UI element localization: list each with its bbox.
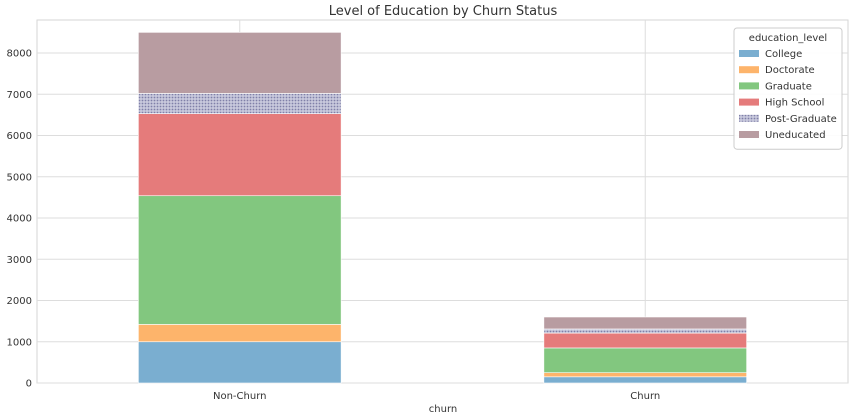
bar-segment-uneducated	[138, 32, 342, 94]
legend-title: education_level	[749, 33, 827, 44]
legend-box	[733, 27, 843, 150]
legend-swatch	[739, 82, 759, 90]
legend-entry-label: Post-Graduate	[765, 114, 837, 125]
bar-segment-college	[138, 341, 342, 384]
y-tick-label: 2000	[7, 296, 32, 307]
y-tick-label: 6000	[7, 131, 32, 142]
y-tick-label: 1000	[7, 337, 32, 348]
bars	[138, 32, 747, 384]
x-tick-label: Churn	[630, 391, 660, 402]
y-tick-label: 4000	[7, 214, 32, 225]
legend-entry-label: College	[765, 49, 802, 60]
legend-entry-label: Graduate	[765, 81, 812, 92]
legend-swatch	[739, 131, 759, 138]
bar-segment-uneducated	[543, 316, 747, 330]
y-tick-label: 3000	[7, 255, 32, 266]
x-axis-label: churn	[429, 404, 457, 415]
y-tick-label: 8000	[7, 49, 32, 60]
legend-entry-label: Uneducated	[765, 130, 826, 141]
y-tick-label: 5000	[7, 172, 32, 183]
ticks: 0 1000 2000 3000 4000 5000 6000 7000 8000 Non-Chu…	[7, 49, 661, 403]
legend-swatch	[739, 98, 759, 106]
legend-entry-label: High School	[765, 98, 824, 109]
bar-segment-high-school	[138, 113, 342, 197]
y-tick-label: 7000	[7, 90, 32, 101]
bar-segment-college	[543, 376, 747, 384]
bar-segment-post-graduate	[138, 93, 342, 114]
bar-segment-graduate	[138, 195, 342, 325]
legend: education_level College Doctorate Graduate H…	[733, 27, 843, 150]
bar-segment-high-school	[543, 332, 747, 349]
bar-segment-doctorate	[543, 372, 747, 378]
bar-segment-doctorate	[138, 324, 342, 343]
legend-swatch	[739, 50, 759, 57]
y-tick-label: 0	[26, 379, 32, 390]
chart-title: Level of Education by Churn Status	[329, 4, 558, 19]
legend-swatch	[739, 114, 759, 122]
bar-segment-post-graduate	[543, 328, 747, 334]
legend-swatch	[739, 66, 759, 74]
legend-entry-label: Doctorate	[765, 65, 815, 76]
x-tick-label: Non-Churn	[213, 391, 266, 402]
bar-segment-graduate	[543, 347, 747, 373]
